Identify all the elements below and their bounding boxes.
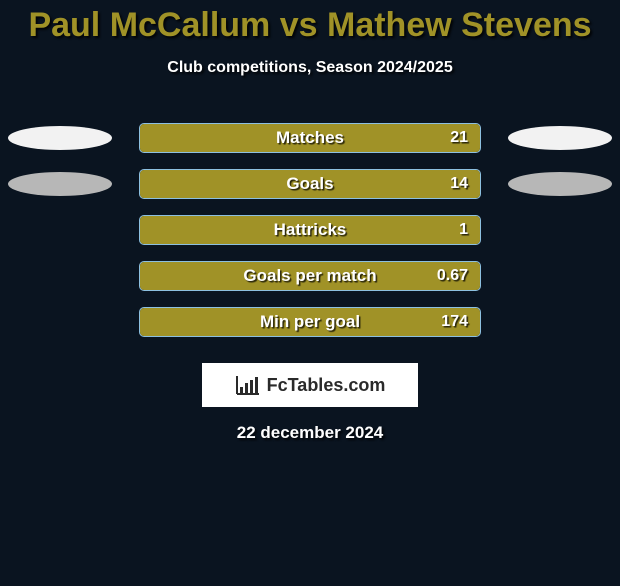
page-subtitle: Club competitions, Season 2024/2025 [0,59,620,77]
stat-bar-fill [140,170,480,198]
stat-row-gpm: Goals per match 0.67 [0,253,620,299]
date-label: 22 december 2024 [0,423,620,443]
stat-bar: Hattricks 1 [139,215,481,245]
stat-bar: Matches 21 [139,123,481,153]
bar-chart-icon [235,374,261,396]
left-ellipse-icon [8,172,112,196]
stat-bar: Goals per match 0.67 [139,261,481,291]
stat-bar: Min per goal 174 [139,307,481,337]
stat-row-hattricks: Hattricks 1 [0,207,620,253]
left-ellipse-icon [8,126,112,150]
fctables-logo-badge[interactable]: FcTables.com [202,363,418,407]
stat-bar-fill [140,308,480,336]
right-ellipse-icon [508,126,612,150]
logo-text: FcTables.com [267,375,386,396]
stat-row-matches: Matches 21 [0,115,620,161]
stat-bar-fill [140,262,480,290]
stat-bar-fill [140,124,480,152]
stat-row-goals: Goals 14 [0,161,620,207]
page-title: Paul McCallum vs Mathew Stevens [0,6,620,45]
comparison-widget: Paul McCallum vs Mathew Stevens Club com… [0,6,620,443]
stats-list: Matches 21 Goals 14 Hattricks 1 [0,115,620,345]
right-ellipse-icon [508,172,612,196]
stat-bar: Goals 14 [139,169,481,199]
stat-row-mpg: Min per goal 174 [0,299,620,345]
stat-bar-fill [140,216,480,244]
